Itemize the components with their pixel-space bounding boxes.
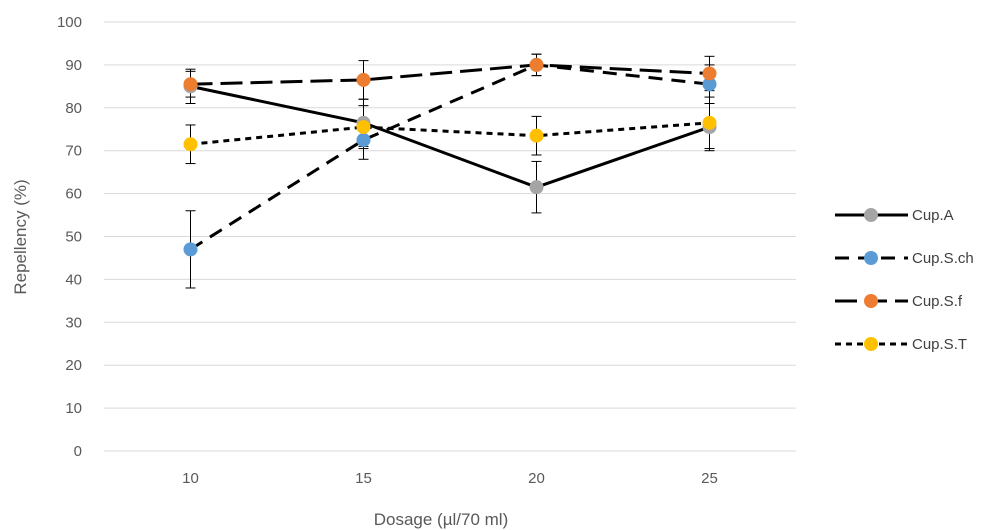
- legend: Cup.A Cup.S.ch Cup.S.f Cup.S.T: [835, 207, 974, 353]
- data-point: [356, 132, 371, 147]
- data-point: [702, 66, 717, 81]
- markers-Cup.S.f: [183, 57, 717, 92]
- y-tick-label: 0: [74, 443, 82, 460]
- data-point: [183, 242, 198, 257]
- markers-Cup.S.T: [183, 115, 717, 152]
- series-line: [190, 63, 710, 86]
- legend-marker: [864, 208, 878, 222]
- legend-item: Cup.S.ch: [835, 250, 974, 267]
- legend-marker: [864, 251, 878, 265]
- y-tick-label: 100: [57, 14, 82, 31]
- series-line: [190, 84, 710, 189]
- data-point: [702, 77, 717, 92]
- data-point: [702, 115, 717, 130]
- series-Cup.A: [185, 68, 715, 214]
- y-tick-label: 50: [65, 229, 82, 246]
- data-point: [356, 120, 371, 135]
- data-point: [356, 72, 371, 87]
- y-tick-label: 70: [65, 143, 82, 160]
- data-point: [529, 57, 544, 72]
- y-tick-label: 90: [65, 57, 82, 74]
- series-Cup.S.f: [185, 53, 715, 100]
- data-point: [529, 180, 544, 195]
- y-tick-label: 20: [65, 357, 82, 374]
- gridlines: [104, 21, 796, 452]
- markers-Cup.S.ch: [183, 57, 717, 257]
- legend-label: Cup.S.f: [912, 293, 963, 310]
- x-tick-label: 15: [355, 470, 372, 487]
- y-axis-label: Repellency (%): [11, 179, 30, 294]
- legend-item: Cup.A: [835, 207, 954, 224]
- data-point: [183, 77, 198, 92]
- legend-marker: [864, 337, 878, 351]
- data-point: [183, 137, 198, 152]
- legend-label: Cup.A: [912, 207, 954, 224]
- legend-item: Cup.S.T: [835, 336, 967, 353]
- markers-Cup.A: [183, 79, 717, 195]
- data-point: [529, 128, 544, 143]
- series-line: [189, 63, 710, 251]
- legend-item: Cup.S.f: [835, 293, 963, 310]
- x-tick-label: 20: [528, 470, 545, 487]
- y-tick-label: 80: [65, 100, 82, 117]
- legend-marker: [864, 294, 878, 308]
- series-line: [190, 121, 710, 146]
- legend-label: Cup.S.ch: [912, 250, 974, 267]
- series-Cup.S.ch: [185, 53, 715, 289]
- y-tick-label: 30: [65, 314, 82, 331]
- y-tick-label: 60: [65, 186, 82, 203]
- plot-area: [183, 53, 717, 289]
- x-tick-label: 10: [182, 470, 199, 487]
- y-axis-tick-labels: 0 10 20 30 40 50 60 70 80 90 100: [57, 14, 82, 460]
- x-axis-tick-labels: 10 15 20 25: [182, 470, 718, 487]
- y-tick-label: 10: [65, 400, 82, 417]
- x-axis-label: Dosage (µl/70 ml): [374, 510, 509, 529]
- legend-label: Cup.S.T: [912, 336, 967, 353]
- x-tick-label: 25: [701, 470, 718, 487]
- y-tick-label: 40: [65, 271, 82, 288]
